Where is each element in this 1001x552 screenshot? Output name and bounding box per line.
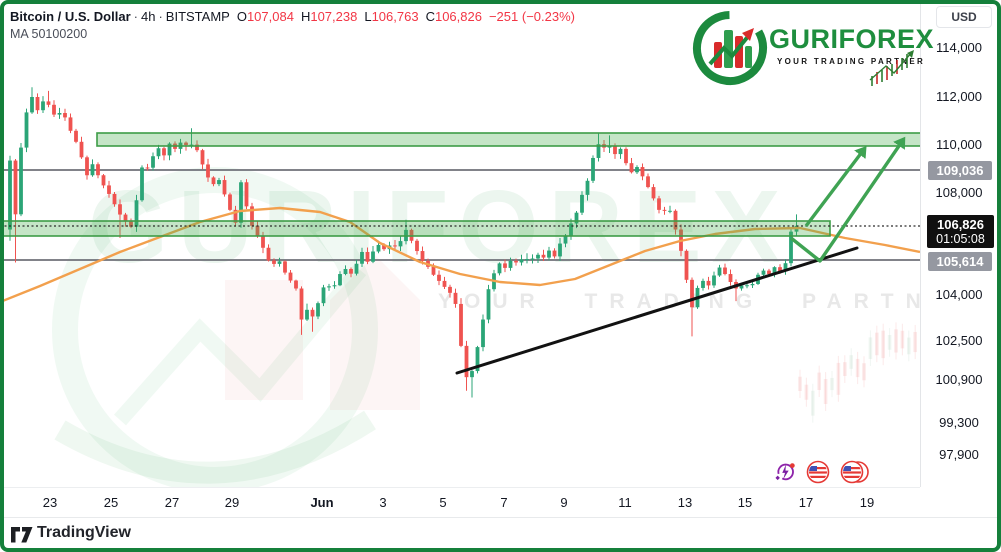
high-value: 107,238	[310, 9, 358, 24]
us-flag-event-icon[interactable]	[806, 460, 830, 484]
time-tick: 11	[618, 495, 632, 510]
footer-bar: TradingView	[0, 517, 1001, 549]
price-tick: 110,000	[935, 137, 983, 152]
high-key: H	[300, 9, 311, 24]
time-tick: 9	[560, 495, 568, 510]
exchange: BITSTAMP	[165, 9, 230, 24]
low-key: L	[364, 9, 372, 24]
currency-toggle[interactable]: USD	[936, 6, 992, 28]
time-tick: 23	[42, 495, 58, 510]
low-value: 106,763	[371, 9, 419, 24]
time-tick: Jun	[310, 495, 334, 510]
moving-average-line[interactable]	[0, 206, 920, 304]
candlestick-chart[interactable]	[0, 0, 920, 487]
guriforex-tagline: YOUR TRADING PARTNER	[777, 57, 926, 66]
timeframe[interactable]: 4h	[140, 9, 156, 24]
current-price-badge: 106,826 01:05:08	[927, 215, 994, 248]
time-tick: 15	[737, 495, 753, 510]
separator: ·	[133, 9, 138, 24]
time-tick: 25	[103, 495, 119, 510]
time-tick: 3	[379, 495, 387, 510]
watermark-tagline-text: YOUR TRADING PARTNER	[438, 290, 986, 313]
guriforex-logo-icon	[693, 11, 767, 85]
ai-playback-icon[interactable]	[774, 461, 796, 483]
time-tick: 13	[677, 495, 693, 510]
time-tick: 7	[500, 495, 508, 510]
tradingview-logo-icon[interactable]	[10, 526, 34, 543]
time-tick: 5	[439, 495, 447, 510]
trendline-drawing[interactable]	[455, 246, 859, 375]
time-tick: 19	[859, 495, 875, 510]
tradingview-brand-text[interactable]: TradingView	[37, 524, 131, 541]
time-axis[interactable]: 23 25 27 29 Jun 3 5 7 9 11 13 15 17 19	[0, 487, 920, 518]
us-flag-double-event-icon[interactable]	[840, 460, 870, 484]
price-tick: 112,000	[935, 89, 983, 104]
price-tick: 104,000	[935, 287, 983, 302]
decorative-watermark-candles	[798, 322, 917, 423]
level-price-badge: 105,614	[928, 252, 992, 271]
projection-arrows[interactable]	[789, 143, 901, 263]
separator: ·	[158, 9, 163, 24]
symbol-name[interactable]: Bitcoin / U.S. Dollar	[10, 9, 131, 24]
price-axis[interactable]: 114,000 112,000 110,000 108,000 104,000 102,5…	[920, 0, 998, 487]
price-tick: 100,900	[935, 372, 983, 387]
time-tick: 17	[798, 495, 814, 510]
open-key: O	[236, 9, 247, 24]
close-key: C	[425, 9, 435, 24]
guriforex-logo-text: GURIFOREX	[769, 24, 935, 54]
change-value: −251 (−0.23%)	[488, 9, 575, 24]
price-tick: 102,500	[935, 333, 983, 348]
time-tick: 29	[224, 495, 240, 510]
price-tick: 108,000	[935, 185, 983, 200]
ma-indicator-label[interactable]: MA 50100200	[10, 27, 88, 41]
open-value: 107,084	[246, 9, 294, 24]
level-price-badge: 109,036	[928, 161, 992, 180]
close-value: 106,826	[434, 9, 482, 24]
time-tick: 27	[164, 495, 180, 510]
supply-demand-zones[interactable]	[0, 132, 920, 237]
price-tick: 99,300	[939, 415, 979, 430]
symbol-header[interactable]: Bitcoin / U.S. Dollar · 4h · BITSTAMP O107,08…	[10, 7, 575, 27]
price-tick: 97,900	[939, 447, 979, 462]
price-tick: 114,000	[935, 40, 983, 55]
logo-candle-doodle-icon	[869, 50, 914, 86]
